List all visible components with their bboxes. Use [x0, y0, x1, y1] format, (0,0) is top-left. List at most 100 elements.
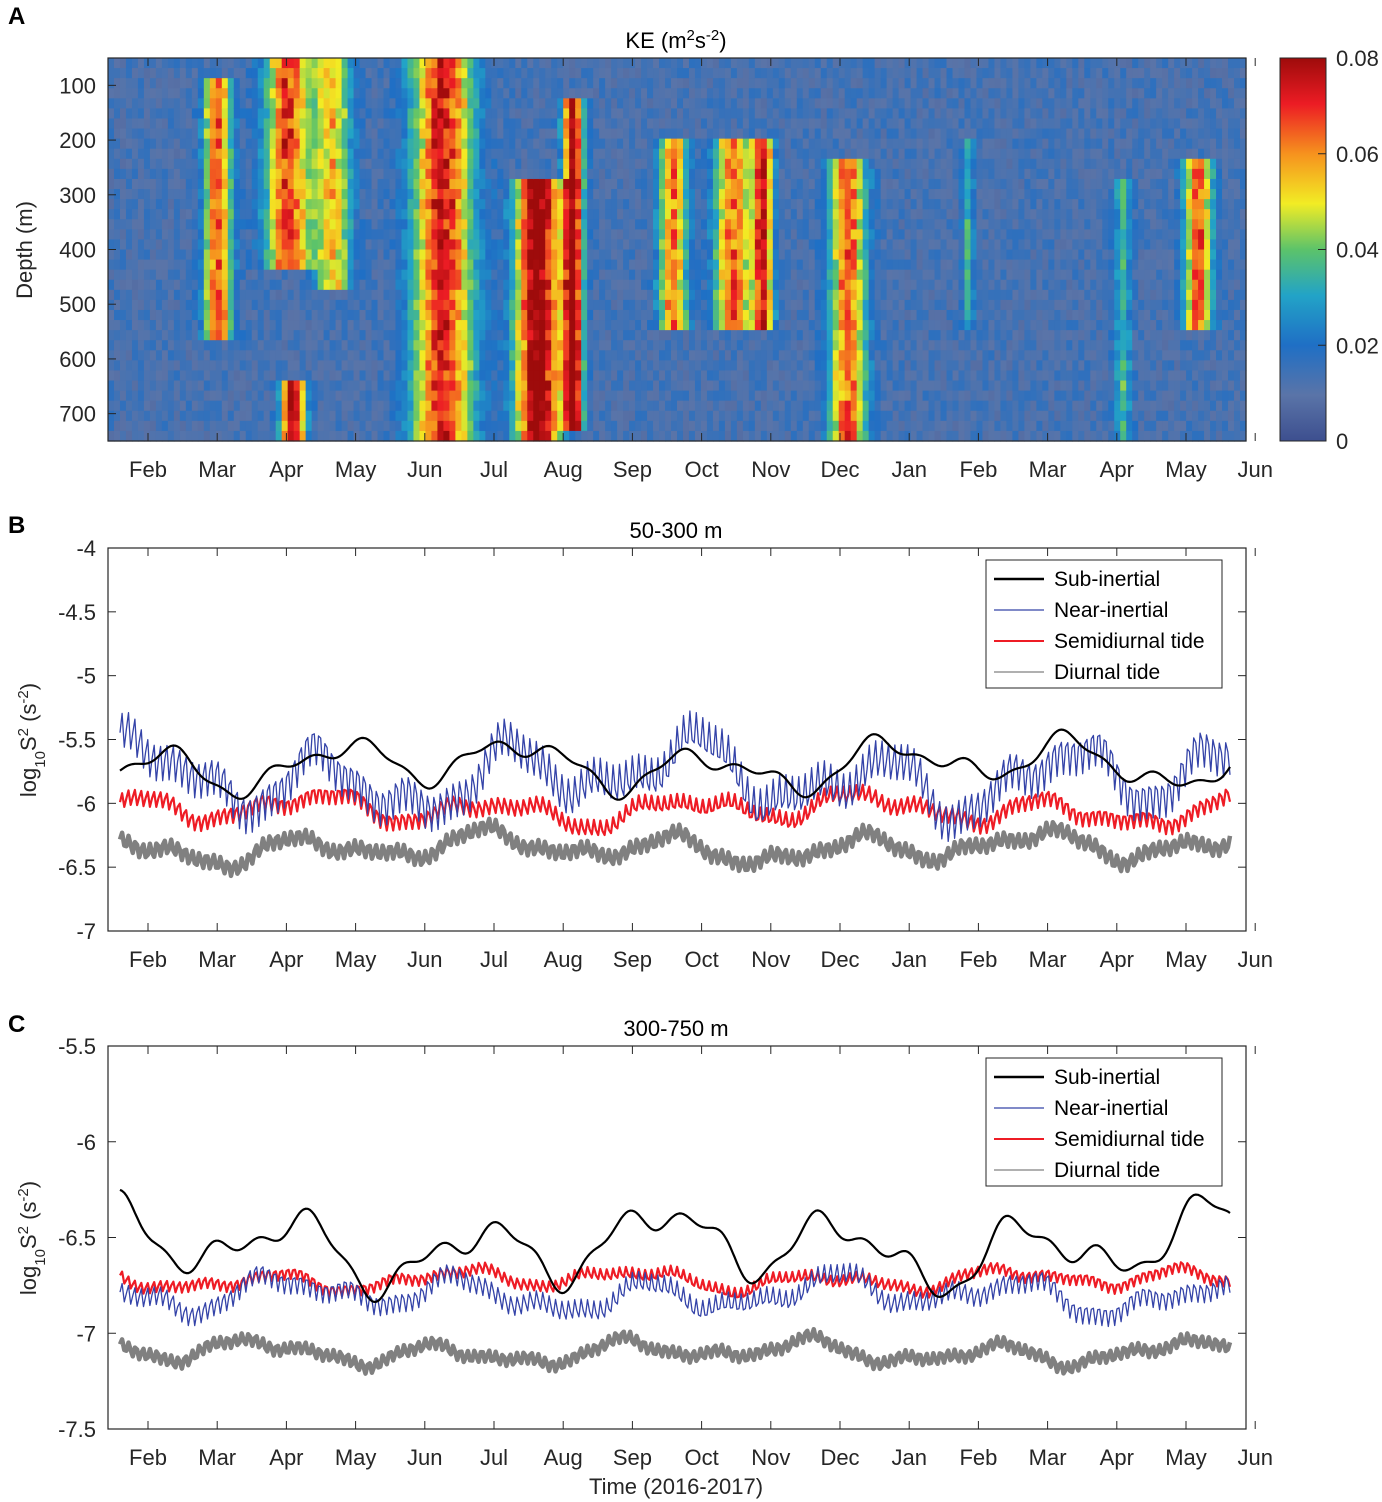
heatmap-cell: [820, 209, 828, 220]
heatmap-cell: [557, 148, 564, 160]
heatmap-cell: [832, 320, 840, 331]
heatmap-cell: [665, 98, 672, 109]
heatmap-cell: [197, 199, 205, 210]
heatmap-cell: [503, 58, 510, 69]
heatmap-cell: [323, 390, 331, 402]
heatmap-cell: [323, 138, 331, 150]
heatmap-cell: [371, 279, 379, 291]
heatmap-cell: [257, 189, 265, 200]
heatmap-cell: [365, 259, 373, 271]
heatmap-cell: [724, 98, 732, 109]
heatmap-cell: [796, 350, 804, 361]
heatmap-cell: [455, 269, 462, 281]
heatmap-cell: [149, 178, 157, 190]
heatmap-cell: [605, 269, 612, 281]
heatmap-cell: [221, 209, 229, 220]
heatmap-cell: [509, 148, 516, 160]
heatmap-cell: [581, 68, 588, 79]
heatmap-cell: [874, 158, 882, 170]
heatmap-cell: [293, 239, 301, 251]
heatmap-cell: [844, 279, 852, 291]
heatmap-cell: [353, 118, 361, 130]
heatmap-cell: [299, 148, 307, 160]
heatmap-cell: [641, 340, 648, 351]
heatmap-cell: [820, 360, 828, 372]
heatmap-cell: [143, 168, 151, 180]
heatmap-cell: [119, 309, 127, 321]
heatmap-cell: [461, 269, 468, 281]
heatmap-cell: [748, 148, 756, 160]
heatmap-cell: [742, 350, 750, 361]
heatmap-cell: [832, 350, 840, 361]
heatmap-cell: [880, 340, 888, 351]
heatmap-cell: [730, 410, 738, 422]
heatmap-cell: [748, 279, 756, 291]
heatmap-cell: [395, 360, 403, 372]
heatmap-cell: [377, 350, 385, 361]
heatmap-cell: [395, 309, 403, 321]
heatmap-cell: [209, 168, 217, 180]
heatmap-cell: [886, 350, 894, 361]
heatmap-cell: [353, 209, 361, 220]
heatmap-cell: [521, 360, 528, 372]
heatmap-cell: [185, 259, 193, 271]
heatmap-cell: [125, 168, 133, 180]
heatmap-cell: [838, 148, 846, 160]
heatmap-cell: [383, 360, 391, 372]
heatmap-cell: [281, 58, 289, 69]
heatmap-cell: [599, 168, 606, 180]
heatmap-cell: [347, 229, 355, 241]
heatmap-cell: [593, 430, 600, 442]
heatmap-cell: [263, 68, 271, 79]
heatmap-cell: [557, 209, 564, 220]
heatmap-cell: [443, 330, 450, 341]
heatmap-cell: [814, 390, 822, 402]
heatmap-cell: [724, 249, 732, 261]
heatmap-cell: [281, 340, 289, 351]
heatmap-cell: [641, 350, 648, 361]
heatmap-cell: [617, 68, 624, 79]
heatmap-cell: [503, 360, 510, 372]
heatmap-cell: [653, 178, 660, 190]
heatmap-cell: [329, 370, 337, 382]
heatmap-cell: [209, 340, 217, 351]
heatmap-cell: [371, 178, 379, 190]
heatmap-cell: [647, 178, 654, 190]
heatmap-cell: [808, 299, 816, 311]
heatmap-cell: [173, 78, 181, 89]
heatmap-cell: [461, 289, 468, 301]
heatmap-cell: [251, 148, 259, 160]
heatmap-cell: [233, 340, 241, 351]
heatmap-cell: [371, 340, 379, 351]
heatmap-cell: [754, 78, 762, 89]
heatmap-cell: [820, 259, 828, 271]
heatmap-cell: [167, 168, 175, 180]
heatmap-cell: [868, 178, 876, 190]
heatmap-cell: [311, 68, 319, 79]
heatmap-cell: [856, 199, 864, 210]
heatmap-cell: [365, 229, 373, 241]
heatmap-cell: [323, 148, 331, 160]
heatmap-cell: [317, 58, 325, 69]
heatmap-cell: [730, 118, 738, 130]
heatmap-cell: [754, 189, 762, 200]
heatmap-cell: [641, 189, 648, 200]
heatmap-cell: [521, 98, 528, 109]
heatmap-cell: [587, 168, 594, 180]
heatmap-cell: [239, 309, 247, 321]
heatmap-cell: [629, 340, 636, 351]
heatmap-cell: [467, 98, 474, 109]
heatmap-cell: [623, 279, 630, 291]
heatmap-cell: [539, 148, 546, 160]
heatmap-cell: [587, 259, 594, 271]
heatmap-cell: [724, 350, 732, 361]
heatmap-cell: [491, 138, 498, 150]
heatmap-cell: [605, 148, 612, 160]
heatmap-cell: [293, 108, 301, 120]
heatmap-cell: [694, 330, 702, 341]
heatmap-cell: [521, 320, 528, 331]
heatmap-cell: [479, 299, 486, 311]
heatmap-cell: [431, 430, 439, 442]
heatmap-cell: [275, 269, 283, 281]
heatmap-cell: [233, 390, 241, 402]
